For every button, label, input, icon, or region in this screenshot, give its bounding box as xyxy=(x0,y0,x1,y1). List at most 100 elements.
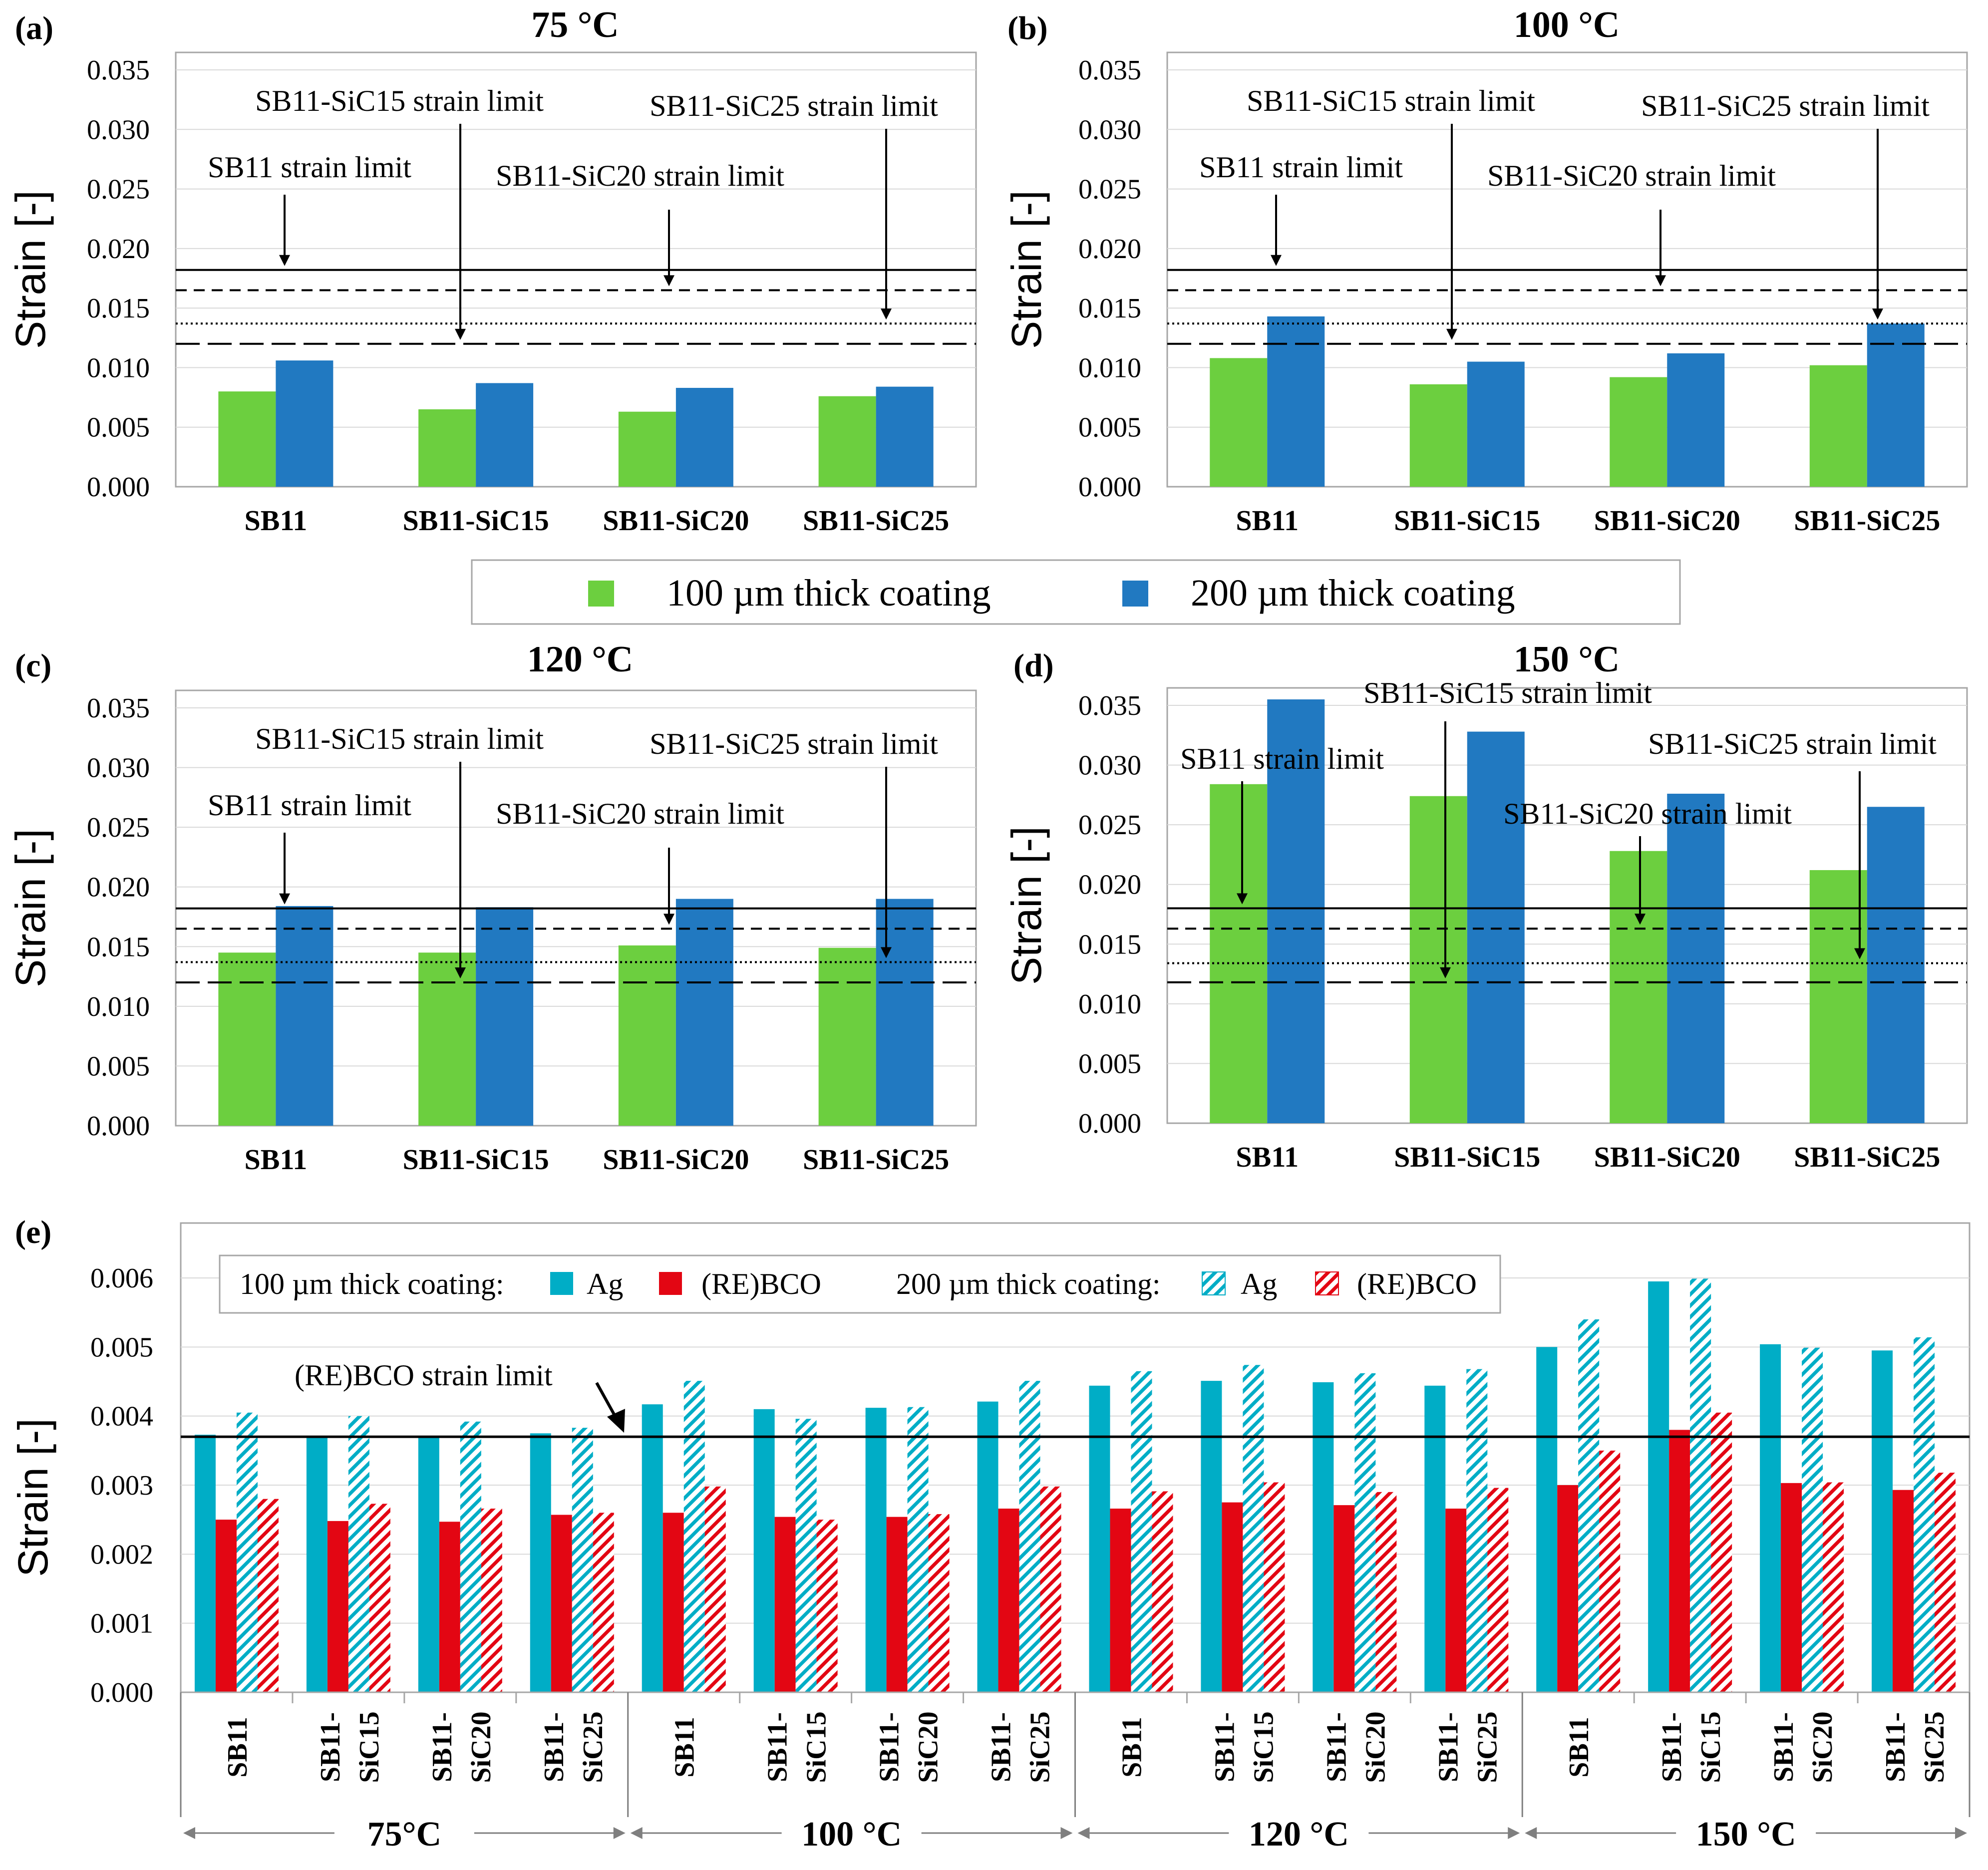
legend-swatch-ag-100um xyxy=(550,1272,573,1295)
legend-e-group1: 100 µm thick coating: xyxy=(240,1267,504,1300)
panel-label-b: (b) xyxy=(1007,10,1048,46)
bar-ag-200um xyxy=(1466,1369,1488,1692)
bar-rebco-100um xyxy=(1222,1502,1243,1692)
y-tick-label: 0.010 xyxy=(1078,989,1141,1020)
bar-200um-sb11-sic15 xyxy=(476,907,534,1126)
y-tick-label: 0.020 xyxy=(87,872,150,903)
y-axis-title: Strain [-] xyxy=(1003,826,1050,984)
legend-swatch-rebco-100um xyxy=(659,1272,682,1295)
x-category-label: SB11- SiC20 xyxy=(874,1711,944,1783)
bar-rebco-100um xyxy=(1445,1509,1467,1692)
x-category-label: SB11 xyxy=(245,1143,308,1176)
legend-e-box xyxy=(219,1254,1501,1314)
bar-100um-sb11-sic25 xyxy=(1809,870,1867,1123)
bar-ag-100um xyxy=(1201,1381,1222,1692)
annotation-sb11-sic20-strain-limit: SB11-SiC20 strain limit xyxy=(1503,797,1792,830)
y-tick-label: 0.000 xyxy=(1078,1108,1141,1139)
x-category-label: SB11-SiC25 xyxy=(1794,1141,1940,1173)
x-category-label: SB11-SiC15 xyxy=(762,1711,832,1783)
y-tick-label: 0.005 xyxy=(1078,1048,1141,1079)
x-category-label: SB11 xyxy=(245,504,308,537)
bar-ag-200um xyxy=(683,1381,705,1692)
y-tick-label: 0.035 xyxy=(1078,690,1141,721)
y-tick-label: 0.020 xyxy=(1078,870,1141,901)
x-category-label: SB11 xyxy=(1236,504,1299,537)
annotation-sb11-sic15-strain-limit: SB11-SiC15 strain limit xyxy=(255,722,544,755)
y-tick-label: 0.025 xyxy=(1078,174,1141,205)
group-label-bg xyxy=(1676,1811,1816,1856)
y-tick-label: 0.015 xyxy=(1078,929,1141,960)
y-tick-label: 0.025 xyxy=(87,174,150,205)
group-label: 150 °C xyxy=(1696,1815,1796,1854)
bar-rebco-200um xyxy=(1599,1450,1621,1692)
bar-ag-100um xyxy=(1089,1385,1110,1692)
bar-rebco-200um xyxy=(1711,1412,1732,1692)
bar-200um-sb11 xyxy=(1267,699,1325,1123)
x-category-label: SB11-SiC25 xyxy=(1794,504,1940,537)
x-category-label: SB11-SiC25 xyxy=(1880,1711,1950,1783)
bar-ag-200um xyxy=(236,1412,258,1692)
x-category-label-line: SiC25 xyxy=(578,1711,609,1783)
y-tick-label: 0.000 xyxy=(90,1677,153,1708)
group-span-arrow-right xyxy=(1060,1827,1073,1839)
y-tick-label: 0.015 xyxy=(1078,293,1141,324)
group-span-arrow-left xyxy=(630,1827,643,1839)
y-tick-label: 0.030 xyxy=(87,753,150,784)
bar-ag-100um xyxy=(1313,1382,1334,1692)
group-label: 120 °C xyxy=(1249,1815,1349,1854)
legend-top: 100 µm thick coating 200 µm thick coatin… xyxy=(471,559,1681,625)
bar-ag-200um xyxy=(1802,1347,1823,1692)
y-tick-label: 0.030 xyxy=(1078,750,1141,781)
x-category-label-line: SiC20 xyxy=(1807,1711,1838,1783)
x-category-label: SB11-SiC15 xyxy=(402,504,549,537)
bar-ag-100um xyxy=(1536,1347,1558,1692)
bar-ag-200um xyxy=(460,1421,481,1692)
bar-ag-100um xyxy=(1648,1281,1669,1692)
y-tick-label: 0.010 xyxy=(87,991,150,1022)
panel-c: 0.000 0.005 0.010 0.015 0.020 0.025 0.030 0.035… xyxy=(7,689,977,1176)
x-category-label-line: SiC15 xyxy=(801,1711,832,1783)
panel-label-c: (c) xyxy=(15,647,51,684)
group-label-bg xyxy=(781,1811,922,1856)
bar-rebco-100um xyxy=(439,1522,460,1692)
bar-rebco-200um xyxy=(1040,1486,1061,1692)
annotation-sb11-sic20-strain-limit: SB11-SiC20 strain limit xyxy=(1487,159,1776,192)
arrowhead xyxy=(663,914,674,925)
bar-200um-sb11-sic25 xyxy=(1867,807,1925,1123)
arrowhead xyxy=(455,967,466,979)
bar-ag-100um xyxy=(753,1409,775,1692)
x-category-label: SB11-SiC15 xyxy=(1209,1711,1279,1783)
arrowhead xyxy=(663,275,674,287)
x-category-label-line: SB11 xyxy=(1564,1717,1595,1777)
panel-a: 0.000 0.005 0.010 0.015 0.020 0.025 0.030 0.035… xyxy=(7,51,977,537)
bar-ag-200um xyxy=(795,1419,817,1692)
annotation-sb11-sic20-strain-limit: SB11-SiC20 strain limit xyxy=(496,797,784,830)
y-axis-title: Strain [-] xyxy=(7,829,54,987)
x-category-label: SB11 xyxy=(1236,1141,1299,1173)
x-category-label: SB11 xyxy=(1116,1717,1147,1777)
bar-rebco-100um xyxy=(1110,1509,1131,1692)
y-tick-label: 0.005 xyxy=(90,1332,153,1363)
bar-100um-sb11-sic20 xyxy=(1610,377,1667,487)
arrowhead xyxy=(279,893,290,905)
arrowhead xyxy=(881,947,892,958)
panel-title-c: 120 °C xyxy=(527,639,634,680)
bar-rebco-200um xyxy=(928,1514,950,1692)
bar-ag-200um xyxy=(348,1416,369,1692)
panel-label-a: (a) xyxy=(15,10,53,46)
x-category-label-line: SiC15 xyxy=(354,1711,385,1783)
x-category-label: SB11 xyxy=(669,1717,700,1777)
bar-rebco-200um xyxy=(1935,1473,1956,1692)
x-category-label: SB11-SiC15 xyxy=(1657,1711,1726,1783)
annotation-sb11-strain-limit: SB11 strain limit xyxy=(208,789,411,822)
bar-rebco-200um xyxy=(1487,1488,1509,1692)
panel-title-d: 150 °C xyxy=(1514,639,1620,680)
x-category-label-line: SiC25 xyxy=(1025,1711,1056,1783)
y-tick-label: 0.025 xyxy=(87,812,150,843)
group-span-arrow-left xyxy=(1077,1827,1090,1839)
annotation-sb11-sic15-strain-limit: SB11-SiC15 strain limit xyxy=(255,84,544,117)
bar-rebco-100um xyxy=(774,1517,796,1692)
bar-100um-sb11-sic20 xyxy=(618,945,676,1126)
bar-ag-100um xyxy=(1424,1385,1446,1692)
